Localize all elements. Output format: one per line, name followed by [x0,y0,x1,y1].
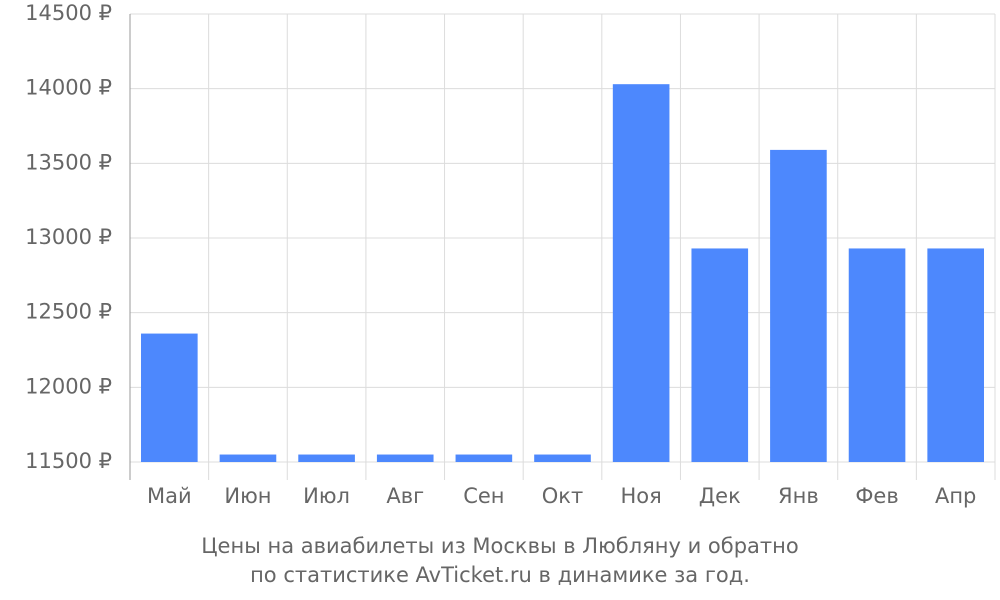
x-tick-label: Ноя [620,484,661,508]
bar [848,248,906,462]
x-tick-label: Июл [303,484,350,508]
x-tick-label: Апр [935,484,976,508]
bar [298,454,355,462]
y-tick-label: 14000 ₽ [25,76,112,100]
x-tick-label: Дек [699,484,741,508]
bar [141,333,198,462]
bar [534,454,591,462]
x-tick-label: Янв [778,484,819,508]
y-tick-label: 13500 ₽ [25,150,112,174]
x-tick-label: Июн [224,484,271,508]
chart-title: Цены на авиабилеты из Москвы в Любляну и… [201,534,799,558]
x-tick-label: Май [147,484,192,508]
chart-title: по статистике AvTicket.ru в динамике за … [250,563,750,587]
x-tick-label: Авг [386,484,424,508]
y-tick-label: 13000 ₽ [25,225,112,249]
bar [219,454,277,462]
bar [770,149,827,463]
bar [691,248,749,462]
bar [455,454,513,462]
x-tick-label: Окт [542,484,583,508]
y-tick-label: 11500 ₽ [25,449,112,473]
y-tick-label: 12000 ₽ [25,374,112,398]
y-tick-label: 14500 ₽ [25,1,112,25]
x-tick-label: Сен [463,484,504,508]
bar [612,84,670,462]
x-tick-label: Фев [855,484,898,508]
bar [927,248,984,462]
bar [376,454,434,462]
y-tick-label: 12500 ₽ [25,300,112,324]
